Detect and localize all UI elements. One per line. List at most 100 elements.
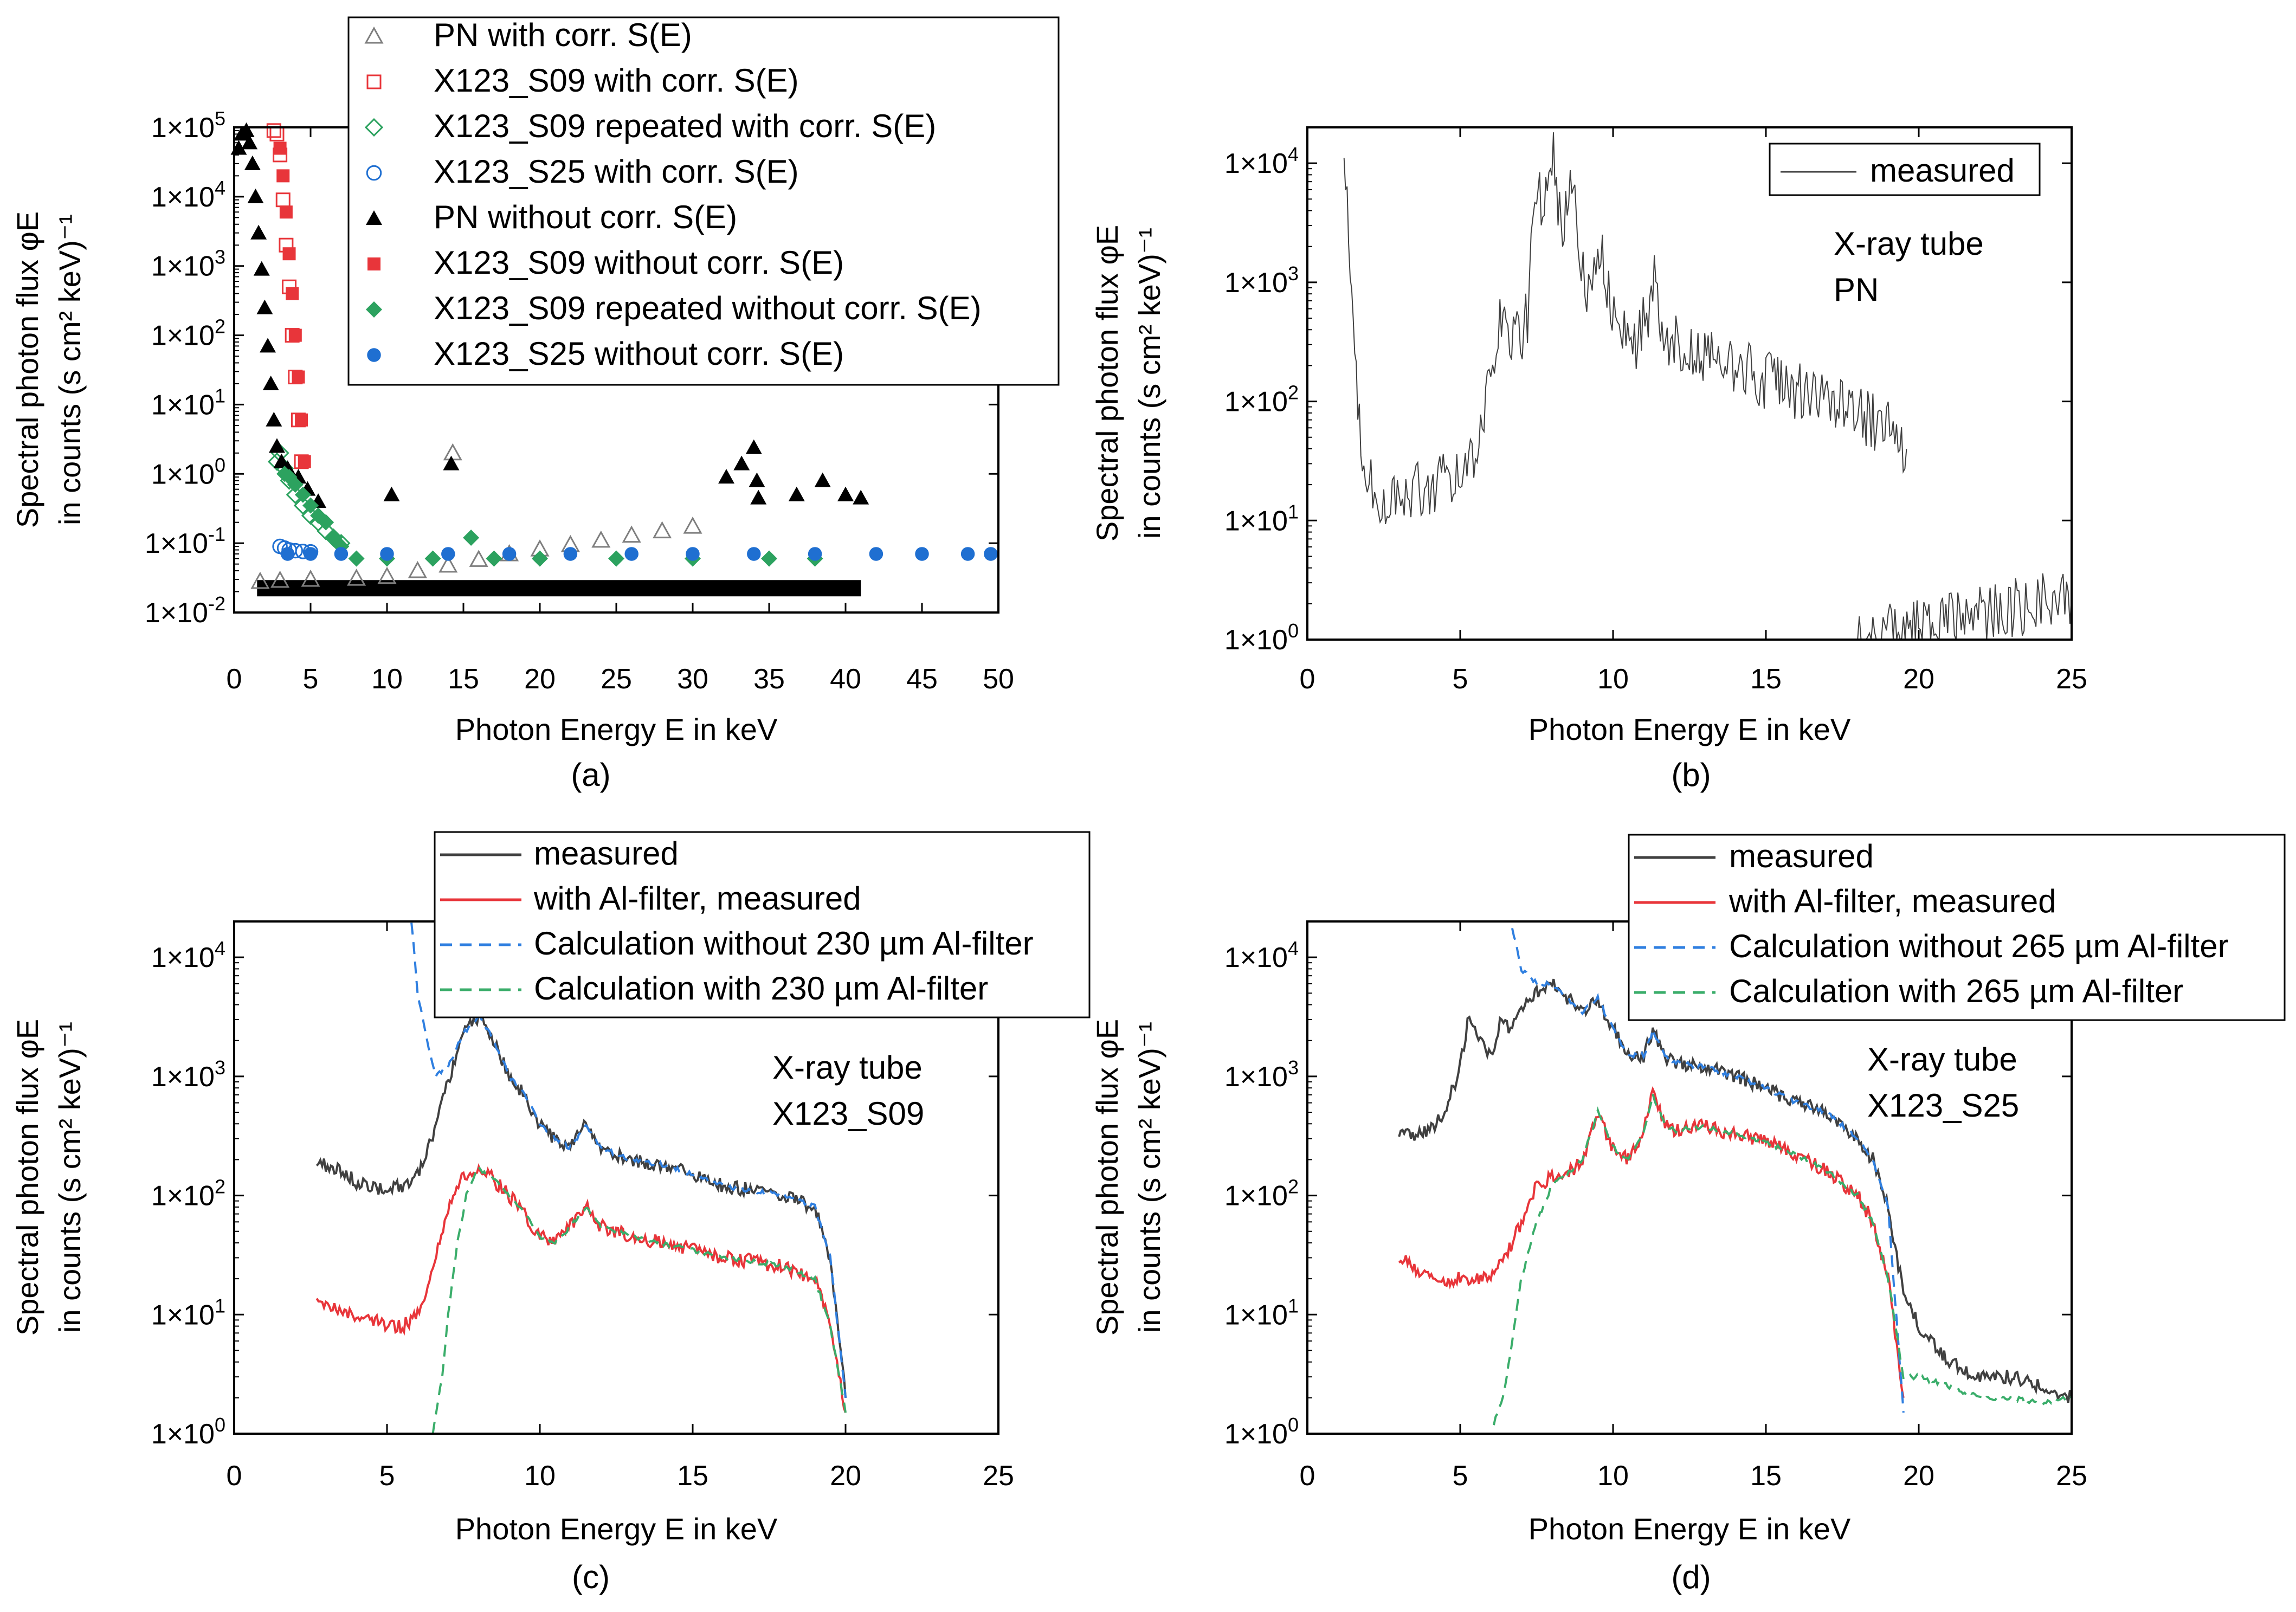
panel-a-point: [273, 141, 287, 155]
panel-a-ytick-label: 1×10-1: [145, 523, 225, 559]
panel-a-point: [325, 530, 342, 546]
panel-a-ytick-label: 1×104: [151, 177, 225, 213]
panel-d-xtick-label: 15: [1750, 1460, 1782, 1492]
panel-c-ticks: 0 5 10 15 20 25 1×100 1×101 1×102 1×103 1×104: [151, 921, 1014, 1492]
panel-a-point: [304, 547, 318, 561]
panel-b-xtick-label: 5: [1453, 663, 1468, 695]
panel-d-xtick-label: 10: [1597, 1460, 1629, 1492]
panel-d-legend-label: Calculation without 265 µm Al-filter: [1729, 928, 2229, 964]
panel-c-ylabel-line1: Spectral photon flux φE: [10, 1019, 44, 1336]
panel-a-point: [869, 547, 883, 561]
panel-a-xtick-label: 35: [753, 663, 785, 695]
panel-a-point: [253, 261, 270, 276]
panel-a-legend-box: [347, 16, 1060, 386]
panel-a-point: [915, 547, 929, 561]
panel-d-ytick-label: 1×102: [1224, 1176, 1299, 1212]
panel-a-legend-label: X123_S25 with corr. S(E): [434, 153, 799, 190]
panel-a-point: [747, 547, 761, 561]
panel-c-legend-label: Calculation with 230 µm Al-filter: [534, 970, 988, 1007]
panel-b-legend-label: measured: [1870, 152, 2015, 189]
panel-b-ytick-label: 1×104: [1224, 143, 1299, 179]
panel-a-legend-label: X123_S25 without corr. S(E): [434, 336, 844, 372]
panel-b-legend: measured: [1769, 143, 2041, 196]
panel-a-series-6: [276, 466, 823, 567]
panel-a-legend-label: X123_S09 repeated without corr. S(E): [434, 290, 982, 326]
panel-a-pn-floor-band: [257, 580, 861, 597]
panel-b-annotation-line1: X-ray tube: [1834, 225, 1984, 262]
panel-a-point: [463, 530, 480, 546]
panel-a-ytick-label: 1×10-2: [145, 592, 225, 629]
panel-a-point: [408, 560, 427, 578]
panel-d-legend-box: [1628, 834, 2286, 1021]
panel-d-annotation-line1: X-ray tube: [1867, 1041, 2017, 1078]
panel-c-xtick-label: 10: [524, 1460, 556, 1492]
panel-b-xtick-label: 25: [2056, 663, 2087, 695]
panel-a-point: [808, 547, 822, 561]
panel-c-annotation-line1: X-ray tube: [772, 1049, 923, 1086]
panel-a-legend-label: X123_S09 without corr. S(E): [434, 244, 844, 281]
panel-c-caption: (c): [572, 1559, 610, 1595]
panel-a-xtick-label: 50: [983, 663, 1014, 695]
panel-d-xtick-label: 20: [1903, 1460, 1934, 1492]
panel-a-point: [262, 375, 279, 390]
panel-a-ytick-label: 1×102: [151, 315, 225, 352]
panel-d-legend-label: with Al-filter, measured: [1729, 883, 2056, 919]
panel-d-legend: measured with Al-filter, measured Calculat…: [1628, 834, 2286, 1021]
panel-b-ylabel-line1: Spectral photon flux φE: [1090, 225, 1124, 541]
panel-a-legend-marker: [366, 210, 382, 225]
panel-a-point: [280, 547, 295, 561]
panel-d-caption: (d): [1671, 1559, 1711, 1595]
panel-a-point: [653, 521, 672, 539]
panel-b-xtick-label: 0: [1300, 663, 1315, 695]
panel-a-point: [960, 547, 975, 561]
panel-d-ytick-label: 1×104: [1224, 937, 1299, 973]
panel-a-point: [266, 411, 282, 427]
panel-a-point: [563, 547, 578, 561]
panel-a-xtick-label: 25: [601, 663, 632, 695]
panel-c-xtick-label: 15: [677, 1460, 708, 1492]
panel-d-ytick-label: 1×101: [1224, 1294, 1299, 1331]
panel-a-point: [814, 472, 831, 487]
panel-a-xtick-label: 10: [371, 663, 403, 695]
panel-a-legend-marker: [364, 26, 384, 44]
panel-a-series-0: [250, 443, 702, 589]
panel-c-ytick-label: 1×103: [151, 1056, 225, 1093]
panel-a-point: [837, 486, 854, 501]
panel-b-xtick-label: 20: [1903, 663, 1934, 695]
panel-d-ticks: 0 5 10 15 20 25 1×100 1×101 1×102 1×103 1×104: [1224, 921, 2087, 1492]
panel-a-ytick-label: 1×103: [151, 246, 225, 282]
panel-a-point: [268, 438, 285, 453]
panel-b-ytick-label: 1×102: [1224, 382, 1299, 418]
panel-a-point: [377, 566, 397, 584]
panel-a-point: [241, 134, 258, 150]
panel-a: 0 5 10 15 20 25 30 35 40 45 50 1×10-2 1×10-1 1×100 1×1…: [10, 16, 1060, 793]
panel-a-series-4: [230, 122, 869, 508]
panel-a-point: [486, 550, 502, 567]
panel-a-xtick-label: 45: [906, 663, 938, 695]
panel-a-point: [438, 555, 458, 573]
panel-a-legend-label: PN without corr. S(E): [434, 199, 737, 235]
panel-c-ytick-label: 1×100: [151, 1414, 225, 1450]
panel-d: 0 5 10 15 20 25 1×100 1×101 1×102 1×103 1×104 Phot…: [1090, 834, 2286, 1595]
panel-c-legend-box: [434, 831, 1091, 1018]
panel-d-annotation-line2: X123_S25: [1867, 1087, 2019, 1124]
panel-c-ytick-label: 1×104: [151, 937, 225, 973]
panel-c-xtick-label: 25: [983, 1460, 1014, 1492]
panel-c-series-1: [315, 1163, 847, 1413]
panel-d-ytick-label: 1×100: [1224, 1414, 1299, 1450]
panel-a-legend-marker: [367, 257, 380, 270]
panel-a-legend-marker: [366, 74, 382, 89]
panel-c-ylabel: Spectral photon flux φE in counts (s cm²…: [10, 1019, 87, 1336]
panel-a-caption: (a): [571, 757, 610, 793]
panel-a-point: [318, 514, 334, 531]
panel-a-point: [302, 497, 319, 514]
panel-d-xlabel: Photon Energy E in keV: [1528, 1512, 1851, 1546]
panel-b: 0 5 10 15 20 25 1×100 1×101 1×102 1×103 1×104 Phot…: [1090, 126, 2087, 793]
panel-a-series-5: [273, 141, 311, 468]
panel-a-point: [608, 550, 624, 567]
panel-b-ylabel: Spectral photon flux φE in counts (s cm²…: [1090, 225, 1166, 541]
panel-a-point: [383, 486, 400, 501]
panel-d-series-0: [1398, 978, 2073, 1403]
panel-a-ytick-label: 1×101: [151, 384, 225, 421]
panel-a-point: [282, 247, 296, 261]
